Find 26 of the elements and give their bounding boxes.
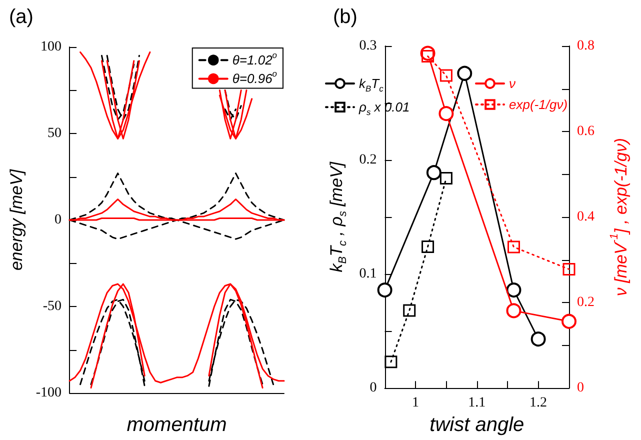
- y2-tick-label: 0.6: [577, 124, 594, 140]
- y-tick-label: 0: [370, 380, 377, 396]
- y-axis-title: energy [meV]: [7, 168, 26, 271]
- y-tick-label: 0: [54, 212, 62, 228]
- x-tick-label: 1.2: [530, 396, 548, 411]
- y-tick-label: 0.3: [359, 38, 377, 54]
- y-tick-label: 100: [40, 40, 62, 54]
- x-axis-title: momentum: [126, 414, 227, 436]
- x-tick-label: 1: [412, 396, 419, 411]
- x-tick-label: 1.1: [468, 396, 486, 411]
- y-tick-label: 0.2: [359, 152, 377, 168]
- x-axis-title: twist angle: [430, 414, 524, 436]
- y2-tick-label: 0.4: [577, 210, 594, 225]
- y2-axis-title: ν [meV-1] , exp(-1/gν): [608, 138, 630, 296]
- chart-title: (a): [9, 6, 34, 28]
- y2-tick-label: 0: [577, 380, 584, 396]
- y2-tick-label: 0.2: [577, 295, 594, 310]
- y-tick-label: 50: [48, 126, 62, 141]
- legend-label: exp(-1/gν): [509, 97, 568, 112]
- y-tick-label: -100: [36, 386, 62, 400]
- legend-label: ν: [509, 76, 516, 91]
- chart-title: (b): [333, 6, 358, 28]
- y-axis-title: kBTc , ρs [meV]: [327, 160, 349, 272]
- y2-tick-label: 0.8: [577, 38, 594, 54]
- y-tick-label: -50: [42, 299, 62, 314]
- y-tick-label: 0.1: [359, 266, 377, 282]
